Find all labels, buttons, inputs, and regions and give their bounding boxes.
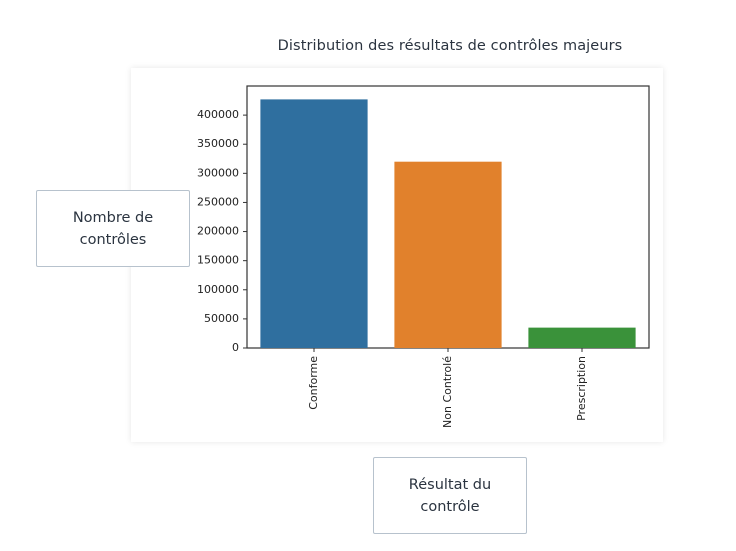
y-axis-callout: Nombre de contrôles — [36, 190, 190, 267]
x-tick-label: Conforme — [307, 356, 320, 410]
y-tick-label: 350000 — [197, 137, 239, 150]
y-tick-label: 300000 — [197, 166, 239, 179]
y-tick-label: 250000 — [197, 195, 239, 208]
y-tick-label: 100000 — [197, 283, 239, 296]
x-axis-callout: Résultat du contrôle — [373, 457, 527, 534]
y-tick-label: 50000 — [204, 312, 239, 325]
bar-conforme — [260, 99, 368, 348]
bar-prescription — [528, 327, 636, 348]
y-tick-label: 0 — [232, 341, 239, 354]
y-tick-label: 200000 — [197, 225, 239, 238]
y-tick-label: 150000 — [197, 254, 239, 267]
chart-title: Distribution des résultats de contrôles … — [277, 38, 623, 54]
x-tick-label: Prescription — [575, 356, 588, 421]
x-tick-label: Non Controlé — [441, 356, 454, 428]
y-tick-label: 400000 — [197, 108, 239, 121]
bar-non-controlé — [394, 161, 502, 348]
